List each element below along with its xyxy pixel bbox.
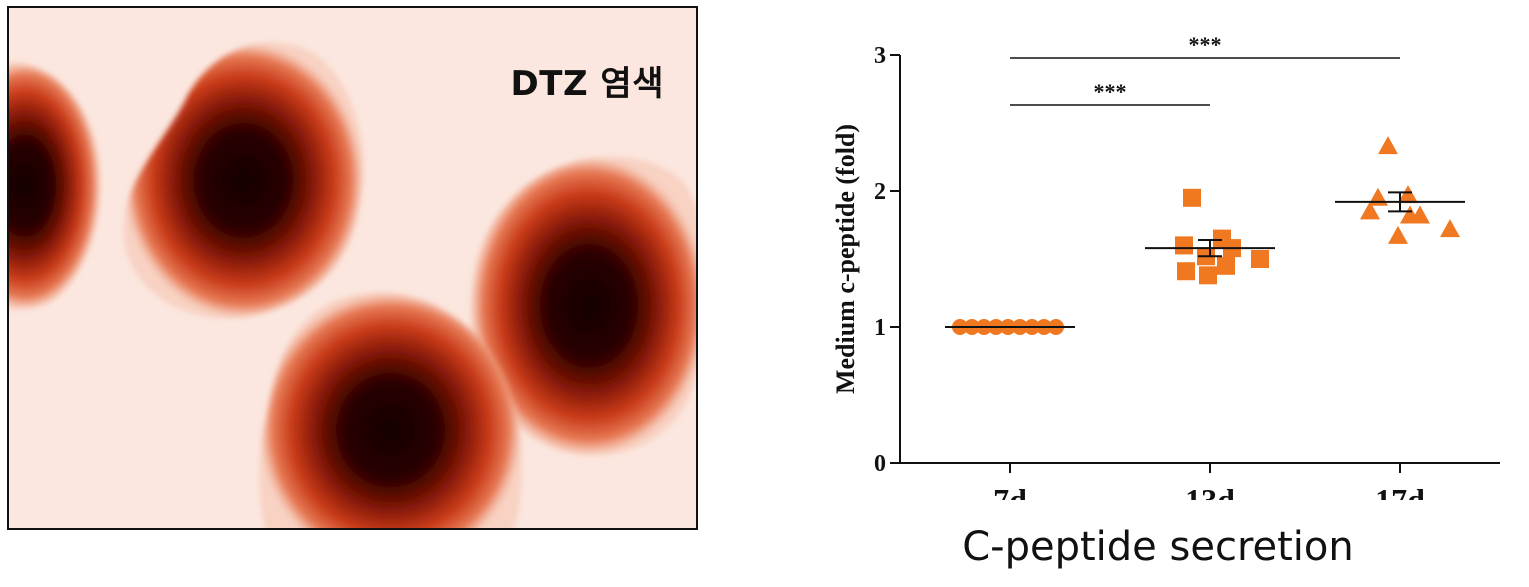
micrograph-panel: DTZ 염색 <box>7 6 698 530</box>
c-peptide-chart: 0 1 2 3 7d 13d 17d Medium c-peptide (fold) *** *… <box>831 32 1500 500</box>
data-point-17d <box>1378 136 1398 155</box>
data-point-13d <box>1217 256 1235 275</box>
data-point-17d <box>1368 187 1388 206</box>
x-tick-label: 7d <box>993 482 1027 500</box>
significance-label: *** <box>1189 32 1222 57</box>
islet-cluster <box>9 62 101 310</box>
y-tick-label: 0 <box>874 451 886 477</box>
data-point-13d <box>1251 250 1269 268</box>
x-tick-label: 17d <box>1375 482 1425 500</box>
stained-islets-image <box>9 8 696 528</box>
data-point-13d <box>1175 236 1193 255</box>
data-point-13d <box>1177 262 1195 281</box>
data-point-17d <box>1360 201 1380 220</box>
data-point-17d <box>1440 219 1460 238</box>
y-tick-label: 3 <box>874 43 886 69</box>
stain-label: DTZ 염색 <box>510 64 664 104</box>
data-point-13d <box>1183 188 1201 207</box>
significance-label: *** <box>1094 79 1127 104</box>
islet-cluster <box>259 292 522 528</box>
data-point-17d <box>1400 205 1420 224</box>
y-tick-label: 1 <box>874 315 886 341</box>
x-axis-title: C-peptide secretion <box>962 524 1354 570</box>
data-point-17d <box>1388 225 1408 244</box>
islet-cluster <box>123 42 364 319</box>
y-tick-label: 2 <box>874 179 886 205</box>
data-point-17d <box>1398 185 1418 204</box>
islet-cluster <box>470 156 696 456</box>
x-tick-label: 13d <box>1185 482 1235 500</box>
data-point-13d <box>1199 266 1217 285</box>
y-axis-title: Medium c-peptide (fold) <box>831 124 860 394</box>
